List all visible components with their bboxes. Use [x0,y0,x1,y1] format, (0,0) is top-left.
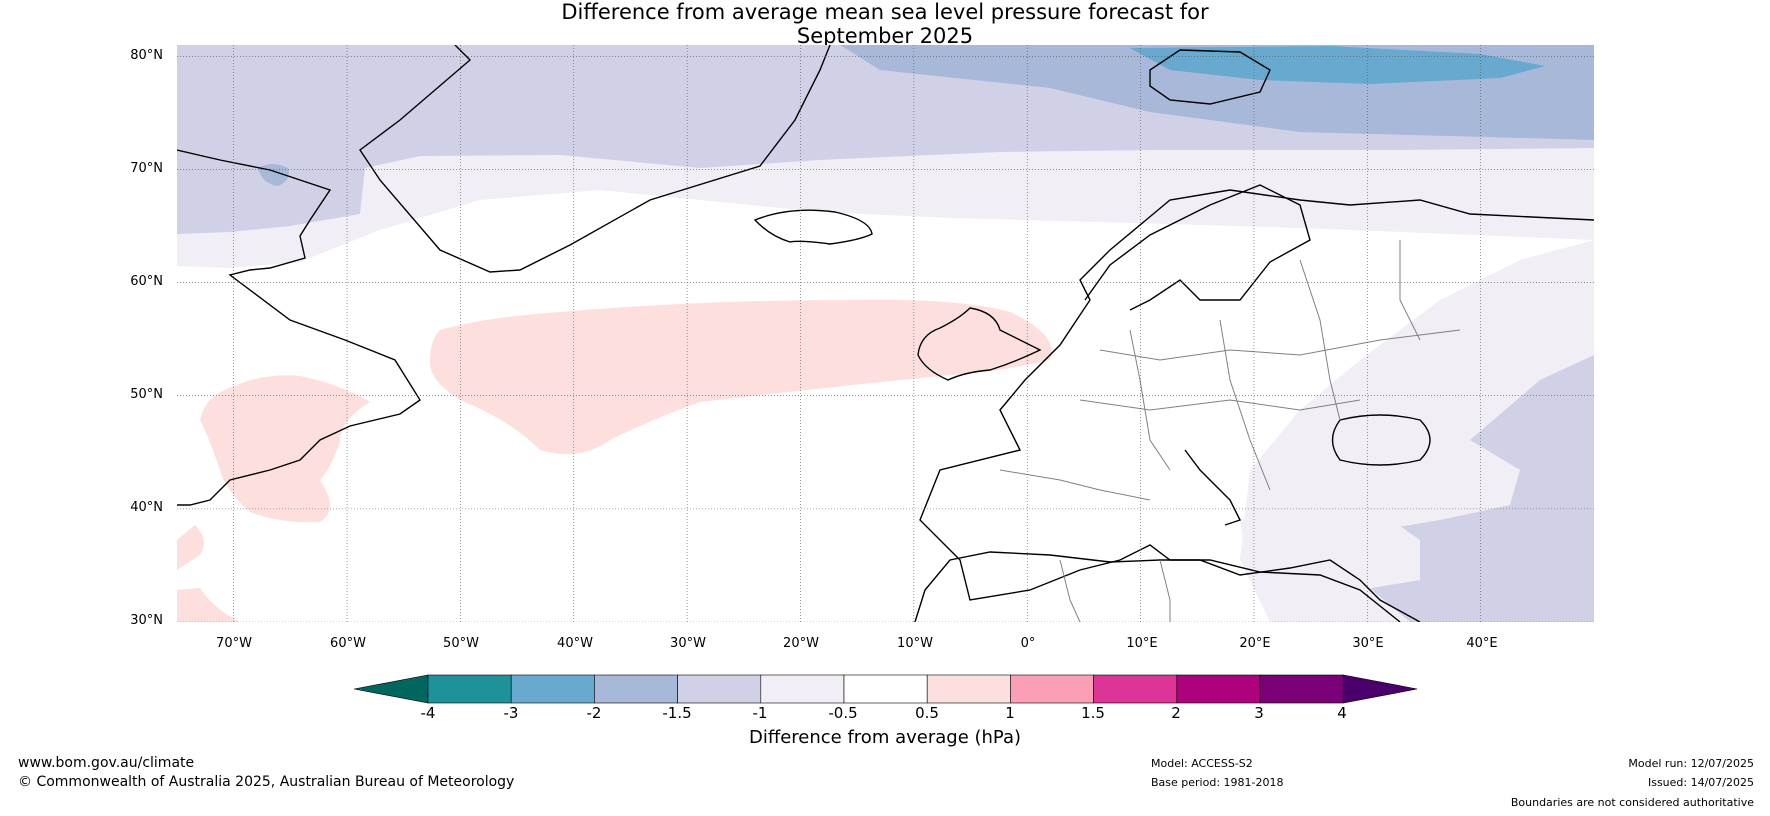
lon-label-60w: 60°W [330,636,366,651]
border-2 [1079,399,1361,411]
lat-label-80n: 80°N [130,48,163,63]
graticule [177,45,1594,622]
coast-iceland [753,209,873,245]
lon-label-30w: 30°W [670,636,706,651]
colorbar-tick: 1 [1005,704,1015,722]
lat-label-50n: 50°N [130,387,163,402]
lat-label-30n: 30°N [130,613,163,628]
colorbar-segment [843,674,928,704]
colorbar-segment [926,674,1011,704]
lat-label-60n: 60°N [130,274,163,289]
colorbar-tick: 1.5 [1081,704,1105,722]
model-text: Model: ACCESS-S2 [1151,757,1253,770]
lon-label-0: 0° [1020,636,1036,651]
issued-text: Issued: 14/07/2025 [1647,776,1754,789]
colorbar-tick: -2 [586,704,602,722]
lon-label-20e: 20°E [1239,636,1271,651]
base-period-text: Base period: 1981-2018 [1151,776,1284,789]
colorbar-tick: 3 [1254,704,1264,722]
colorbar-segment [510,674,595,704]
colorbar-segment [1010,674,1094,704]
colorbar-tick: 0.5 [915,704,939,722]
colorbar-extend-low [353,674,429,704]
colorbar-tick: 2 [1171,704,1181,722]
colorbar-tick: -3 [503,704,519,722]
contour-neg1-to-neg0-5-med [1240,509,1420,600]
coast-greenland [359,45,831,273]
website-text: www.bom.gov.au/climate [18,755,195,771]
lon-label-20w: 20°W [783,636,819,651]
border-6 [999,469,1151,501]
colorbar-segment [1176,674,1261,704]
colorbar-segment [1259,674,1344,704]
lon-label-40w: 40°W [557,636,593,651]
border-9 [1399,240,1421,341]
contour-pos0-5-to-1-sw1 [177,525,204,570]
contour-pos0-5-to-1-newfoundland [200,375,370,523]
title-line-1: Difference from average mean sea level p… [561,0,1209,24]
colorbar-segment [760,674,845,704]
contour-pos0-5-to-1-atlantic [429,299,1052,455]
lat-label-40n: 40°N [130,500,163,515]
colorbar [353,674,1418,704]
map-area [177,45,1594,622]
lon-label-70w: 70°W [216,636,252,651]
contour-pos0-5-to-1-sw2 [177,588,240,622]
coast-italy [1184,449,1241,526]
border-1 [1099,329,1461,361]
colorbar-tick: -4 [420,704,436,722]
border-5 [1299,259,1341,421]
colorbar-label: Difference from average (hPa) [748,727,1022,748]
coast-svalbard [1149,49,1271,105]
colorbar-tick: -1 [752,704,768,722]
border-4 [1219,319,1271,491]
title-line-2: September 2025 [796,24,974,48]
colorbar-tick: 4 [1337,704,1347,722]
colorbar-extend-high [1342,674,1418,704]
colorbar-tick: -0.5 [828,704,858,722]
lon-label-10w: 10°W [897,636,933,651]
country-borders [999,240,1461,622]
coast-black-sea [1331,414,1431,466]
lon-label-40e: 40°E [1466,636,1498,651]
colorbar-segment [677,674,762,704]
lon-label-10e: 10°E [1126,636,1158,651]
map-title: Difference from average mean sea level p… [0,0,1770,48]
coast-africa [914,551,1401,622]
lon-label-30e: 30°E [1352,636,1384,651]
border-3 [1129,329,1171,471]
coast-british-isles [917,307,1042,381]
colorbar-tick: -1.5 [662,704,692,722]
colorbar-segment [594,674,678,704]
coast-scandinavia [1084,184,1311,311]
border-8 [1159,559,1171,622]
colorbar-segment [427,674,512,704]
copyright-text: © Commonwealth of Australia 2025, Austra… [18,774,515,790]
coastlines [177,45,1594,622]
model-run-text: Model run: 12/07/2025 [1628,757,1754,770]
disclaimer-text: Boundaries are not considered authoritat… [1510,796,1754,809]
colorbar-segment [1093,674,1178,704]
border-7 [1059,559,1081,622]
contour-neg3-to-neg2-north [1130,46,1545,84]
lat-label-70n: 70°N [130,161,163,176]
lon-label-50w: 50°W [443,636,479,651]
coast-north-america [177,149,421,506]
